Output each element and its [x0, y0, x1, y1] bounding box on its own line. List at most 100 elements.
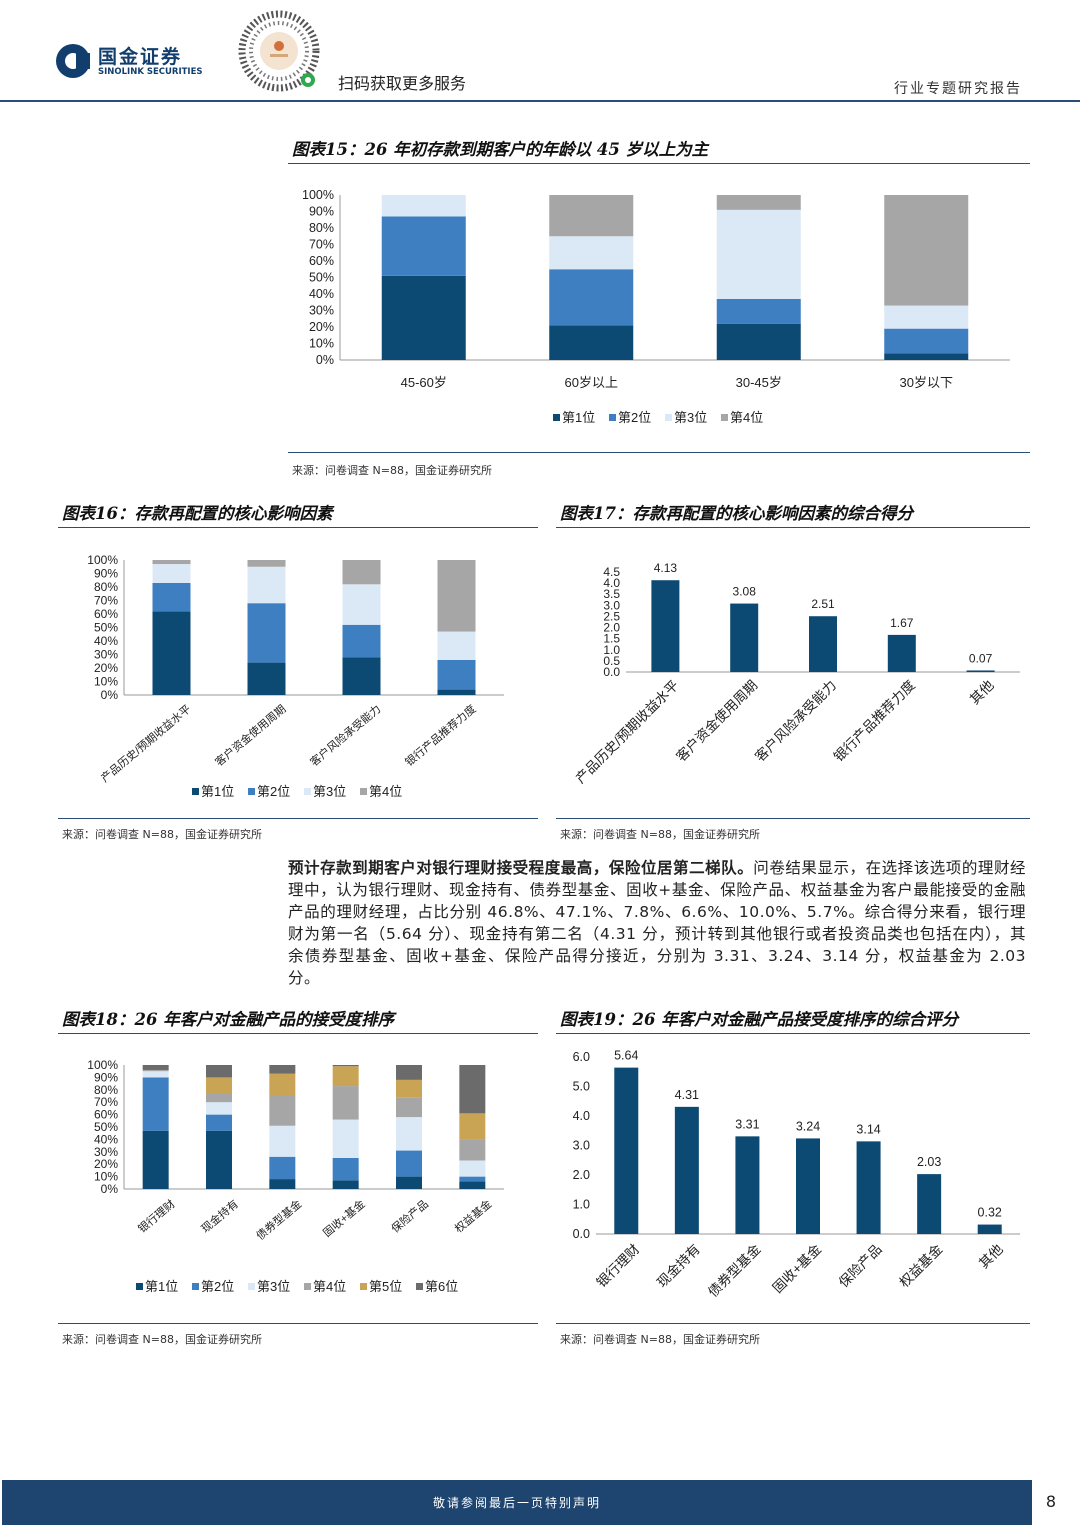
- data-label: 2.03: [917, 1155, 941, 1169]
- x-category-label: 现金持有: [654, 1242, 703, 1291]
- legend-label: 第4位: [369, 784, 402, 799]
- bar-segment: [342, 624, 381, 658]
- legend-label: 第2位: [201, 1279, 234, 1294]
- bar-segment: [247, 566, 286, 604]
- y-tick-label: 0.5: [603, 654, 620, 668]
- y-tick-label: 90%: [309, 205, 334, 219]
- x-category-label: 债券型基金: [705, 1240, 764, 1299]
- bar-segment: [206, 1114, 232, 1131]
- bar-segment: [716, 323, 801, 360]
- report-type-label: 行业专题研究报告: [894, 81, 1022, 97]
- bar: [614, 1067, 639, 1234]
- bar-segment: [396, 1176, 422, 1189]
- y-tick-label: 2.0: [603, 621, 620, 635]
- footer-disclaimer[interactable]: 敬请参阅最后一页特别声明: [432, 1496, 601, 1510]
- y-tick-label: 100%: [87, 1058, 118, 1072]
- legend-label: 第4位: [730, 410, 763, 425]
- legend-label: 第1位: [145, 1279, 178, 1294]
- footer-bar: 敬请参阅最后一页特别声明: [2, 1480, 1032, 1525]
- qr-code-icon[interactable]: [238, 10, 320, 92]
- data-label: 3.24: [796, 1119, 820, 1133]
- bar-segment: [152, 611, 191, 695]
- bar-segment: [381, 216, 466, 276]
- legend-swatch: [665, 414, 672, 421]
- y-tick-label: 10%: [94, 675, 118, 689]
- y-tick-label: 100%: [302, 188, 334, 202]
- bar: [651, 580, 680, 672]
- logo-english-name: SINOLINK SECURITIES: [98, 67, 203, 77]
- bar-segment: [269, 1065, 296, 1074]
- bar-segment: [152, 560, 191, 565]
- bar-segment: [152, 564, 191, 583]
- bar: [674, 1106, 699, 1234]
- x-category-label: 45-60岁: [401, 375, 447, 390]
- x-category-label: 其他: [976, 1242, 1006, 1272]
- bar-segment: [549, 269, 634, 326]
- fig19-source: 来源：问卷调查 N=88，国金证券研究所: [560, 1333, 760, 1346]
- legend-swatch: [721, 414, 728, 421]
- legend-label: 第1位: [201, 784, 234, 799]
- x-category-label: 权益基金: [896, 1240, 946, 1290]
- bar-segment: [437, 631, 476, 660]
- bar-segment: [247, 560, 286, 567]
- bar: [887, 634, 916, 672]
- bar-segment: [247, 662, 286, 695]
- legend-label: 第6位: [425, 1279, 458, 1294]
- bar-segment: [206, 1065, 232, 1078]
- bar-segment: [396, 1117, 422, 1151]
- data-label: 0.07: [969, 651, 993, 665]
- qr-caption: 扫码获取更多服务: [338, 74, 467, 93]
- y-tick-label: 0%: [101, 688, 119, 702]
- bar-segment: [206, 1093, 232, 1103]
- bar-segment: [437, 689, 476, 695]
- bar: [856, 1141, 881, 1234]
- data-label: 4.31: [675, 1088, 699, 1102]
- y-tick-label: 40%: [94, 1132, 118, 1146]
- bar-segment: [206, 1102, 232, 1115]
- fig15-chart: 0% 10% 20% 30% 40% 50% 60% 70% 80% 90% 100% 45-60岁 6…: [288, 175, 1030, 440]
- legend-swatch: [192, 1283, 199, 1290]
- bar-segment: [342, 657, 381, 695]
- bar-segment: [396, 1150, 422, 1177]
- fig16-svg: 0%10%20%30%40%50%60%70%80%90%100% 产品历史/预期…: [87, 553, 504, 799]
- legend-label: 第2位: [257, 784, 290, 799]
- y-tick-label: 0.0: [573, 1227, 590, 1241]
- page-number: 8: [1045, 1492, 1056, 1511]
- fig16-source: 来源：问卷调查 N=88，国金证券研究所: [62, 828, 262, 841]
- legend-label: 第5位: [369, 1279, 402, 1294]
- bar-segment: [884, 353, 969, 360]
- legend-swatch: [553, 414, 560, 421]
- x-category-label: 客户风险承受能力: [307, 702, 383, 769]
- body-paragraph: 预计存款到期客户对银行理财接受程度最高，保险位居第二梯队。问卷结果显示，在选择该…: [288, 857, 1026, 989]
- data-label: 3.08: [733, 585, 757, 599]
- y-tick-label: 3.0: [573, 1139, 590, 1153]
- data-label: 4.13: [654, 561, 678, 575]
- y-tick-label: 30%: [94, 1145, 118, 1159]
- logo-mark-icon: [56, 44, 90, 78]
- y-tick-label: 50%: [94, 1120, 118, 1134]
- fig16-chart: 0% 10% 20% 30% 40% 50% 60% 70% 80% 90% 100% 产品历史/预期…: [58, 540, 538, 810]
- logo-chinese-name: 国金证券: [98, 46, 183, 68]
- fig18-source: 来源：问卷调查 N=88，国金证券研究所: [62, 1333, 262, 1346]
- y-tick-label: 80%: [309, 221, 334, 235]
- x-category-label: 30-45岁: [736, 375, 782, 390]
- y-tick-label: 40%: [94, 634, 118, 648]
- bar: [977, 1224, 1002, 1234]
- legend-swatch: [416, 1283, 423, 1290]
- fig15-source: 来源：问卷调查 N=88，国金证券研究所: [292, 464, 492, 477]
- x-category-label: 银行理财: [135, 1197, 178, 1236]
- bar-segment: [332, 1119, 359, 1158]
- x-category-label: 保险产品: [388, 1197, 431, 1236]
- bar-segment: [269, 1096, 296, 1126]
- x-category-label: 客户资金使用周期: [673, 677, 761, 765]
- y-tick-label: 70%: [94, 1095, 118, 1109]
- x-category-label: 银行理财: [594, 1242, 643, 1291]
- bar: [796, 1138, 820, 1234]
- legend-swatch: [360, 788, 367, 795]
- y-tick-label: 60%: [94, 1108, 118, 1122]
- page-footer: 敬请参阅最后一页特别声明 8: [0, 1480, 1080, 1527]
- bar-segment: [716, 209, 801, 299]
- x-category-label: 客户资金使用周期: [212, 702, 288, 769]
- y-tick-label: 80%: [94, 580, 118, 594]
- bar-segment: [459, 1176, 486, 1182]
